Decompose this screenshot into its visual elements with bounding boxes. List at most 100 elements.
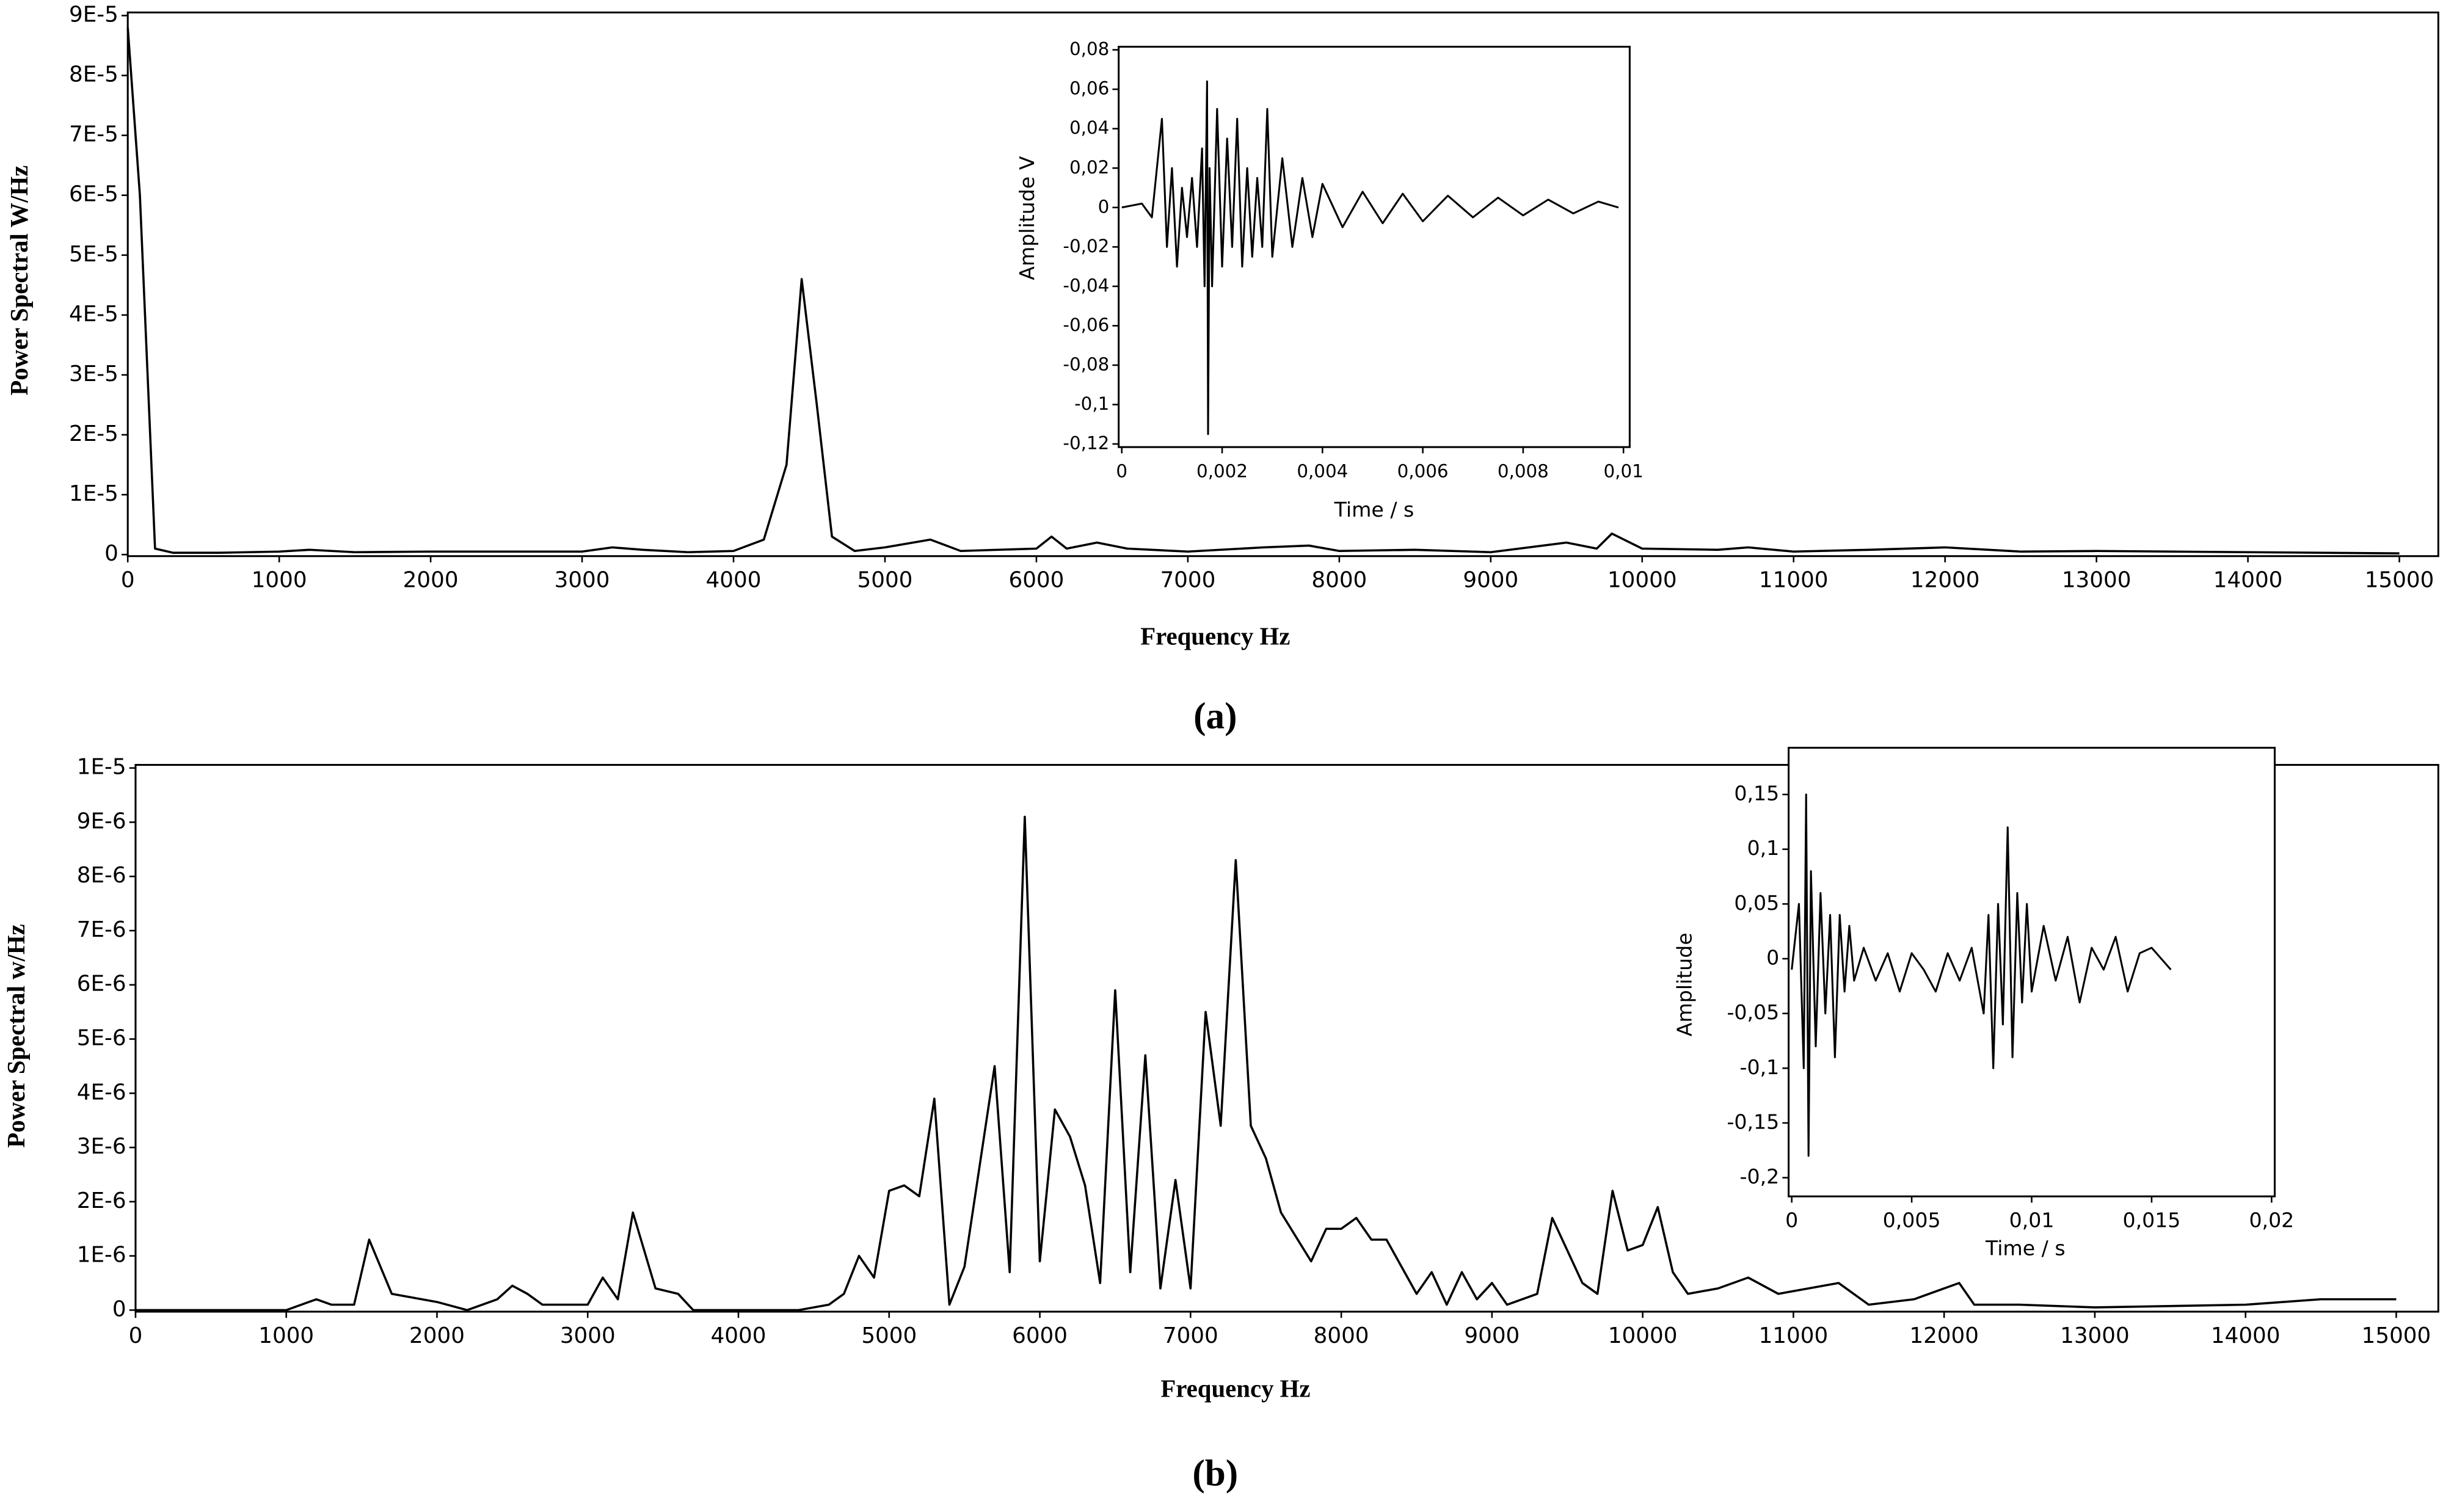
x-tick-label: 6000: [1012, 1323, 1068, 1348]
x-tick-label: 13000: [2062, 568, 2132, 593]
y-tick-label: -0,04: [1063, 275, 1109, 296]
y-tick-label: -0,1: [1074, 393, 1109, 414]
y-tick-label: 0: [112, 1296, 126, 1321]
x-tick-label: 6000: [1009, 568, 1065, 593]
x-tick-label: 0,015: [2122, 1208, 2180, 1232]
plot-frame: [1788, 746, 2276, 1198]
y-axis-label: Amplitude V: [1015, 156, 1039, 280]
y-tick-label: 0: [104, 541, 118, 566]
x-tick-label: 0,01: [1604, 460, 1644, 481]
plot-frame: [1118, 45, 1631, 448]
y-tick-label: 8E-6: [77, 863, 126, 888]
y-tick-label: 1E-5: [69, 481, 118, 506]
y-tick-label: 6E-5: [69, 182, 118, 207]
data-line: [1791, 793, 2172, 1157]
x-tick-label: 14000: [2211, 1323, 2281, 1348]
x-axis-label: Time / s: [1985, 1236, 2066, 1260]
y-tick-label: -0,12: [1063, 433, 1109, 454]
x-tick-label: 4000: [706, 568, 762, 593]
y-tick-label: 4E-6: [77, 1080, 126, 1105]
y-tick-label: -0,05: [1727, 1000, 1779, 1024]
y-tick-label: -0,08: [1063, 354, 1109, 374]
x-tick-label: 7000: [1163, 1323, 1218, 1348]
y-axis-label: Power Spectral w/Hz: [2, 924, 30, 1147]
y-tick-label: 3E-5: [69, 362, 118, 387]
x-tick-label: 11000: [1759, 568, 1829, 593]
x-tick-label: 10000: [1607, 568, 1677, 593]
y-tick-label: 2E-6: [77, 1188, 126, 1213]
y-tick-label: 0: [1766, 945, 1779, 969]
y-tick-label: 5E-6: [77, 1026, 126, 1051]
x-tick-label: 0,006: [1397, 460, 1449, 481]
y-tick-label: 1E-6: [77, 1243, 126, 1268]
x-tick-label: 5000: [861, 1323, 917, 1348]
y-axis-label: Power Spectral W/Hz: [5, 165, 33, 396]
y-tick-label: 0,08: [1069, 38, 1109, 59]
x-tick-label: 0: [1116, 460, 1127, 481]
y-tick-label: -0,2: [1740, 1165, 1780, 1188]
y-tick-label: 0,15: [1734, 782, 1779, 805]
x-tick-label: 15000: [2365, 568, 2434, 593]
x-axis-label: Time / s: [1334, 498, 1414, 522]
y-tick-label: -0,15: [1727, 1110, 1779, 1133]
x-tick-label: 0,004: [1297, 460, 1348, 481]
x-tick-label: 10000: [1608, 1323, 1678, 1348]
x-tick-label: 14000: [2213, 568, 2283, 593]
x-axis-label: Frequency Hz: [1140, 622, 1290, 650]
data-line: [126, 27, 2400, 554]
x-tick-label: 0,005: [1883, 1208, 1941, 1232]
x-tick-label: 12000: [1910, 568, 1980, 593]
x-tick-label: 11000: [1759, 1323, 1829, 1348]
y-tick-label: -0,1: [1740, 1055, 1780, 1079]
x-tick-label: 7000: [1160, 568, 1215, 593]
y-tick-label: 0: [1098, 196, 1110, 217]
data-line: [135, 815, 2397, 1312]
x-tick-label: 0: [1785, 1208, 1798, 1232]
x-tick-label: 0: [121, 568, 135, 593]
x-tick-label: 15000: [2362, 1323, 2431, 1348]
y-tick-label: 7E-5: [69, 122, 118, 147]
caption: (a): [1193, 696, 1237, 737]
x-tick-label: 1000: [252, 568, 307, 593]
x-tick-label: 9000: [1463, 568, 1518, 593]
data-line: [1121, 80, 1619, 435]
x-axis-label: Frequency Hz: [1160, 1375, 1310, 1402]
y-tick-label: 0,1: [1747, 836, 1780, 860]
y-tick-label: 2E-5: [69, 421, 118, 446]
x-tick-label: 13000: [2060, 1323, 2130, 1348]
x-tick-label: 3000: [560, 1323, 616, 1348]
y-tick-label: 8E-5: [69, 62, 118, 87]
caption: (b): [1192, 1452, 1238, 1494]
y-tick-label: -0,02: [1063, 236, 1109, 256]
y-tick-label: 0,02: [1069, 157, 1109, 178]
y-tick-label: 0,05: [1734, 891, 1779, 915]
x-tick-label: 2000: [409, 1323, 465, 1348]
y-tick-label: 1E-5: [77, 755, 126, 780]
y-tick-label: 0,06: [1069, 78, 1109, 99]
x-tick-label: 2000: [403, 568, 459, 593]
x-tick-label: 4000: [711, 1323, 766, 1348]
x-tick-label: 0: [129, 1323, 143, 1348]
x-tick-label: 12000: [1909, 1323, 1979, 1348]
y-tick-label: 9E-6: [77, 809, 126, 834]
x-tick-label: 9000: [1464, 1323, 1520, 1348]
y-tick-label: 4E-5: [69, 302, 118, 327]
x-tick-label: 8000: [1311, 568, 1367, 593]
y-axis-label: Amplitude: [1673, 932, 1697, 1036]
x-tick-label: 0,01: [2009, 1208, 2055, 1232]
y-tick-label: 3E-6: [77, 1134, 126, 1159]
y-tick-label: 0,04: [1069, 117, 1109, 138]
x-tick-label: 5000: [857, 568, 913, 593]
x-tick-label: 0,02: [2249, 1208, 2294, 1232]
y-tick-label: 7E-6: [77, 917, 126, 942]
y-tick-label: 5E-5: [69, 242, 118, 267]
y-tick-label: 6E-6: [77, 972, 126, 997]
y-tick-label: -0,06: [1063, 314, 1109, 335]
x-tick-label: 1000: [258, 1323, 314, 1348]
x-tick-label: 3000: [555, 568, 610, 593]
y-tick-label: 9E-5: [69, 2, 118, 27]
x-tick-label: 8000: [1314, 1323, 1369, 1348]
x-tick-label: 0,002: [1196, 460, 1248, 481]
